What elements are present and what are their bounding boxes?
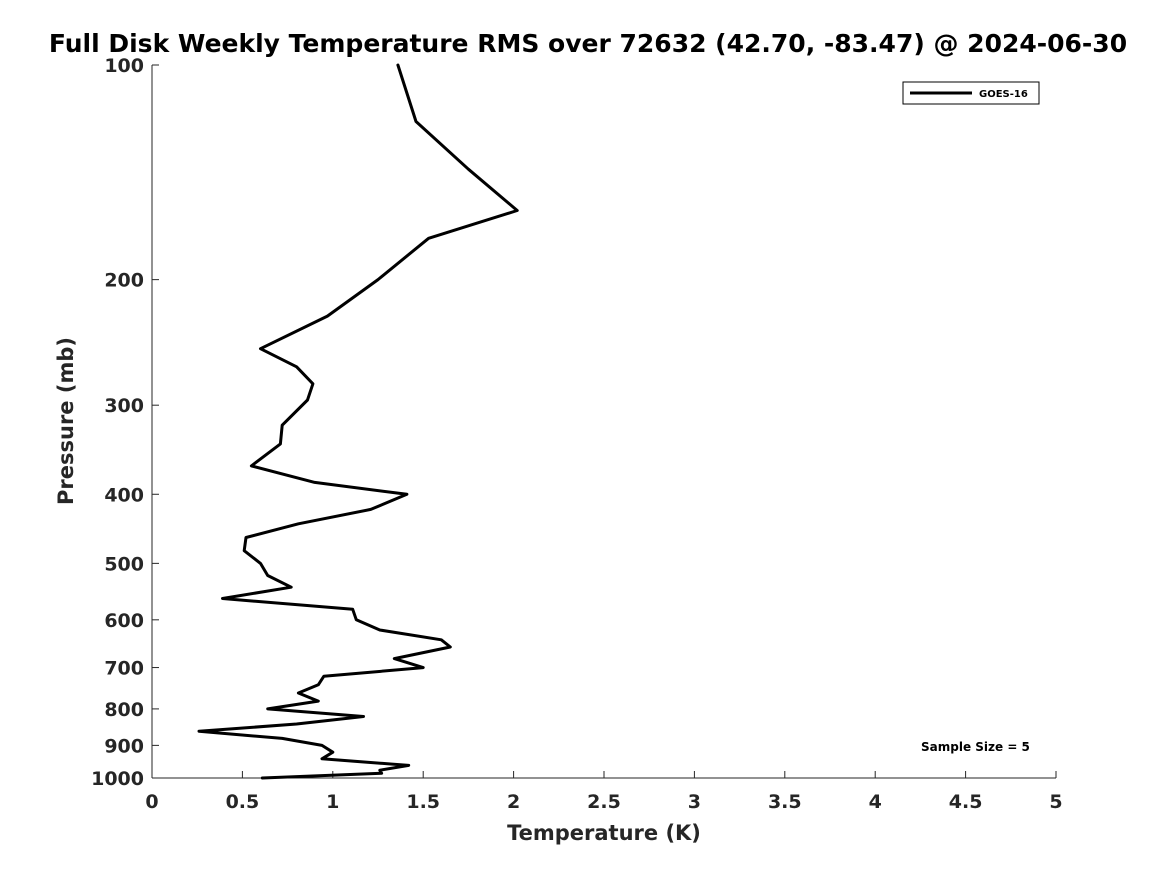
x-tick-label: 2 [507,791,520,813]
chart-title: Full Disk Weekly Temperature RMS over 72… [49,29,1127,58]
series-line-goes-16 [197,63,519,780]
y-tick-label: 1000 [91,768,144,790]
x-tick-label: 3 [688,791,701,813]
x-tick-label: 4 [869,791,882,813]
y-tick-label: 900 [104,735,144,757]
x-tick-label: 0.5 [226,791,260,813]
legend: GOES-16 [902,81,1040,105]
x-tick-label: 5 [1049,791,1062,813]
x-tick-label: 4.5 [949,791,983,813]
y-axis-label: Pressure (mb) [54,337,78,505]
sample-size-annotation: Sample Size = 5 [921,740,1030,754]
y-tick-label: 300 [104,395,144,417]
y-tick-label: 100 [104,55,144,77]
y-tick-label: 600 [104,610,144,632]
x-axis-ticks: 0 0.5 1 1.5 2 2.5 3 3.5 4 4.5 5 [145,771,1063,813]
x-axis-label: Temperature (K) [507,821,701,845]
y-tick-label: 800 [104,699,144,721]
legend-label-goes-16: GOES-16 [979,89,1028,100]
x-tick-label: 3.5 [768,791,802,813]
x-tick-label: 2.5 [587,791,621,813]
x-tick-label: 0 [145,791,158,813]
x-tick-label: 1.5 [406,791,440,813]
x-tick-label: 1 [326,791,339,813]
y-tick-label: 400 [104,484,144,506]
y-tick-label: 500 [104,553,144,575]
y-tick-label: 200 [104,270,144,292]
y-axis-ticks: 100 200 300 400 500 600 700 800 900 1000 [91,55,159,790]
y-tick-label: 700 [104,658,144,680]
plot-area [152,65,1056,778]
